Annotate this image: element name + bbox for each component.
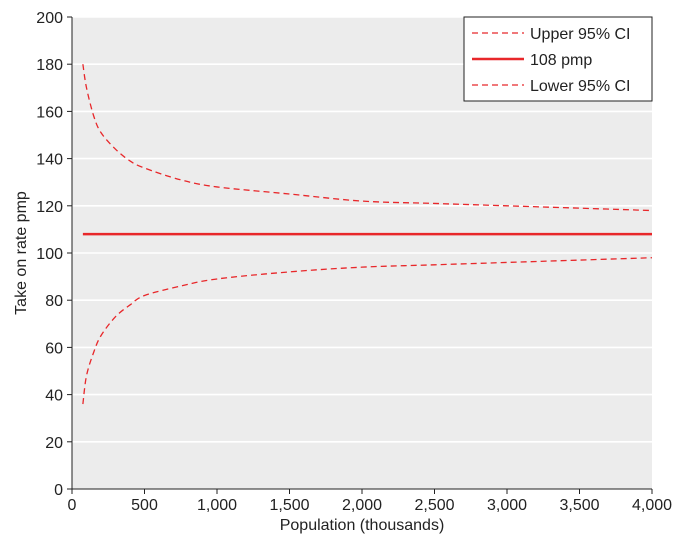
x-tick-label: 500	[131, 497, 158, 514]
y-tick-label: 40	[45, 388, 63, 405]
y-tick-label: 200	[36, 10, 63, 27]
x-axis-title: Population (thousands)	[280, 517, 445, 534]
legend-label: 108 pmp	[530, 52, 592, 69]
y-tick-label: 140	[36, 152, 63, 169]
axes: 0 20 40 60 80 100 120 140 160 180 200 0 500 1,000 1,50…	[13, 10, 672, 534]
x-tick-label: 1,500	[269, 497, 309, 514]
x-tick-label: 1,000	[197, 497, 237, 514]
y-tick-label: 120	[36, 199, 63, 216]
y-axis-title: Take on rate pmp	[13, 191, 30, 315]
y-tick-label: 60	[45, 340, 63, 357]
x-tick-label: 3,500	[559, 497, 599, 514]
x-tick-label: 3,000	[487, 497, 527, 514]
x-tick-label: 0	[68, 497, 77, 514]
x-tick-label: 2,500	[414, 497, 454, 514]
y-tick-label: 0	[54, 482, 63, 499]
y-tick-label: 160	[36, 104, 63, 121]
series-line-upper-95-ci	[82, 64, 653, 212]
y-tick-label: 80	[45, 293, 63, 310]
y-tick-label: 100	[36, 246, 63, 263]
legend-label: Lower 95% CI	[530, 78, 631, 95]
x-tick-label: 2,000	[342, 497, 382, 514]
legend-label: Upper 95% CI	[530, 26, 631, 43]
y-tick-label: 180	[36, 57, 63, 74]
x-tick-label: 4,000	[632, 497, 672, 514]
series-line-lower-95-ci	[82, 257, 653, 405]
series-layer	[82, 64, 653, 405]
y-tick-label: 20	[45, 435, 63, 452]
legend: Upper 95% CI 108 pmp Lower 95% CI	[463, 16, 653, 102]
